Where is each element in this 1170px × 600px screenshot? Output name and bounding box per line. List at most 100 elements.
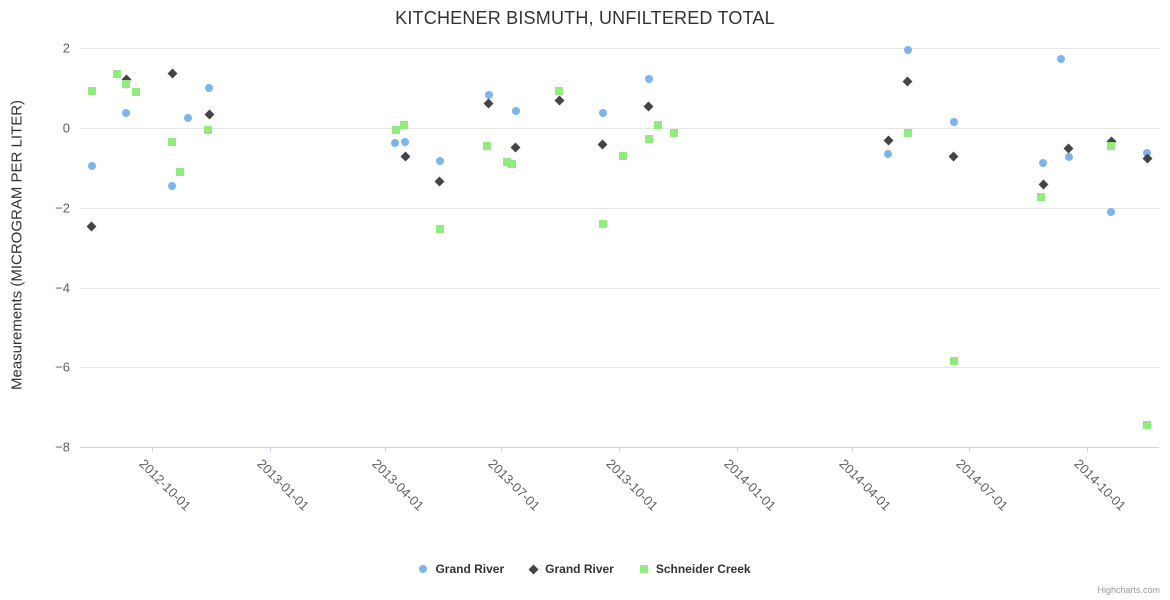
gridline: [80, 287, 1159, 289]
data-point-square[interactable]: [644, 134, 653, 143]
legend: Grand River Grand River Schneider Creek: [0, 562, 1170, 576]
data-point-circle[interactable]: [903, 46, 912, 55]
x-axis-tick: [269, 447, 271, 453]
y-axis-tick-label: −4: [55, 280, 70, 295]
data-point-square[interactable]: [113, 69, 122, 78]
x-axis-tick-label: 2014-01-01: [721, 456, 780, 514]
legend-item-label: Grand River: [435, 562, 505, 576]
data-point-circle[interactable]: [949, 118, 958, 127]
data-point-circle[interactable]: [511, 106, 520, 115]
data-point-circle[interactable]: [1064, 152, 1073, 161]
y-axis-tick-label: −6: [55, 359, 70, 375]
data-point-circle[interactable]: [598, 108, 607, 117]
data-point-square[interactable]: [122, 79, 131, 88]
data-point-diamond[interactable]: [1038, 179, 1049, 189]
x-axis-tick: [969, 447, 970, 453]
data-point-square[interactable]: [483, 142, 492, 151]
credits-link[interactable]: Highcharts.com: [1097, 585, 1160, 595]
data-point-circle[interactable]: [401, 138, 410, 147]
x-axis-tick-label: 2014-04-01: [836, 456, 895, 514]
x-axis-tick-label: 2012-10-01: [136, 456, 194, 514]
data-point-diamond[interactable]: [204, 109, 215, 120]
data-point-square[interactable]: [168, 137, 177, 146]
data-point-square[interactable]: [175, 168, 184, 177]
data-point-square[interactable]: [507, 160, 516, 169]
chart-title: KITCHENER BISMUTH, UNFILTERED TOTAL: [395, 8, 775, 28]
data-point-circle[interactable]: [122, 108, 131, 117]
legend-square-icon: [639, 565, 648, 573]
x-axis-tick-label: 2013-07-01: [485, 456, 544, 514]
data-point-circle[interactable]: [87, 161, 96, 170]
legend-circle-icon: [419, 565, 428, 573]
data-point-circle[interactable]: [1107, 208, 1116, 216]
x-axis-tick: [384, 447, 386, 453]
data-point-circle[interactable]: [884, 149, 893, 158]
legend-item-2[interactable]: Schneider Creek: [639, 562, 751, 576]
data-point-square[interactable]: [949, 356, 958, 365]
data-point-diamond[interactable]: [597, 139, 608, 150]
x-axis-tick-label: 2013-04-01: [369, 456, 427, 514]
legend-item-0[interactable]: Grand River: [419, 562, 504, 576]
data-point-circle[interactable]: [644, 75, 653, 83]
data-point-square[interactable]: [435, 225, 444, 234]
data-point-square[interactable]: [392, 126, 401, 135]
data-point-diamond[interactable]: [554, 95, 565, 106]
data-point-square[interactable]: [87, 86, 96, 95]
data-point-diamond[interactable]: [1063, 143, 1074, 154]
x-axis-tick: [737, 447, 739, 453]
data-point-circle[interactable]: [435, 156, 444, 165]
data-point-circle[interactable]: [484, 90, 493, 99]
x-axis-tick-label: 2014-10-01: [1071, 456, 1129, 514]
data-point-diamond[interactable]: [400, 151, 411, 162]
x-axis-tick-label: 2013-01-01: [253, 456, 312, 514]
data-point-circle[interactable]: [205, 83, 214, 92]
data-point-square[interactable]: [903, 129, 912, 138]
data-point-diamond[interactable]: [434, 176, 445, 187]
data-point-diamond[interactable]: [883, 135, 894, 146]
gridline: [80, 127, 1159, 129]
data-point-diamond[interactable]: [948, 151, 959, 162]
data-point-diamond[interactable]: [483, 98, 494, 109]
data-point-circle[interactable]: [1057, 55, 1066, 63]
legend-item-1[interactable]: Grand River: [528, 562, 614, 576]
y-axis-tick-label: 0: [62, 120, 70, 136]
data-point-square[interactable]: [619, 152, 628, 161]
data-point-diamond[interactable]: [510, 142, 521, 153]
data-point-square[interactable]: [1036, 192, 1045, 201]
data-point-circle[interactable]: [391, 138, 400, 147]
data-point-square[interactable]: [400, 120, 409, 129]
data-point-diamond[interactable]: [167, 68, 178, 78]
data-point-square[interactable]: [204, 125, 213, 134]
x-axis-tick: [501, 447, 503, 453]
x-axis-tick-label: 2013-10-01: [603, 456, 662, 514]
y-axis-tick-label: −2: [55, 200, 70, 216]
y-axis-title: Measurements (MICROGRAM PER LITER): [8, 99, 26, 391]
x-axis-tick: [619, 447, 621, 453]
x-axis-tick: [151, 447, 153, 453]
gridline: [80, 367, 1159, 369]
data-point-circle[interactable]: [168, 181, 177, 190]
data-point-circle[interactable]: [183, 113, 192, 122]
data-point-diamond[interactable]: [643, 101, 654, 112]
data-point-diamond[interactable]: [902, 76, 913, 86]
legend-item-label: Schneider Creek: [655, 562, 751, 576]
data-point-square[interactable]: [1143, 420, 1151, 429]
data-point-square[interactable]: [502, 158, 511, 167]
data-point-square[interactable]: [653, 121, 662, 130]
x-axis-tick: [1086, 447, 1088, 453]
gridline: [80, 47, 1159, 49]
gridline: [80, 207, 1159, 209]
data-point-circle[interactable]: [1143, 148, 1151, 157]
y-axis-tick-label: 2: [62, 40, 70, 56]
legend-item-label: Grand River: [545, 562, 614, 576]
legend-diamond-icon: [528, 564, 539, 574]
data-point-diamond[interactable]: [86, 221, 97, 232]
data-point-square[interactable]: [555, 86, 564, 95]
data-point-square[interactable]: [670, 129, 679, 138]
data-point-circle[interactable]: [1039, 159, 1048, 168]
data-point-square[interactable]: [1107, 141, 1116, 150]
x-axis-tick: [852, 447, 854, 453]
data-point-square[interactable]: [132, 87, 141, 96]
data-point-square[interactable]: [598, 219, 607, 228]
